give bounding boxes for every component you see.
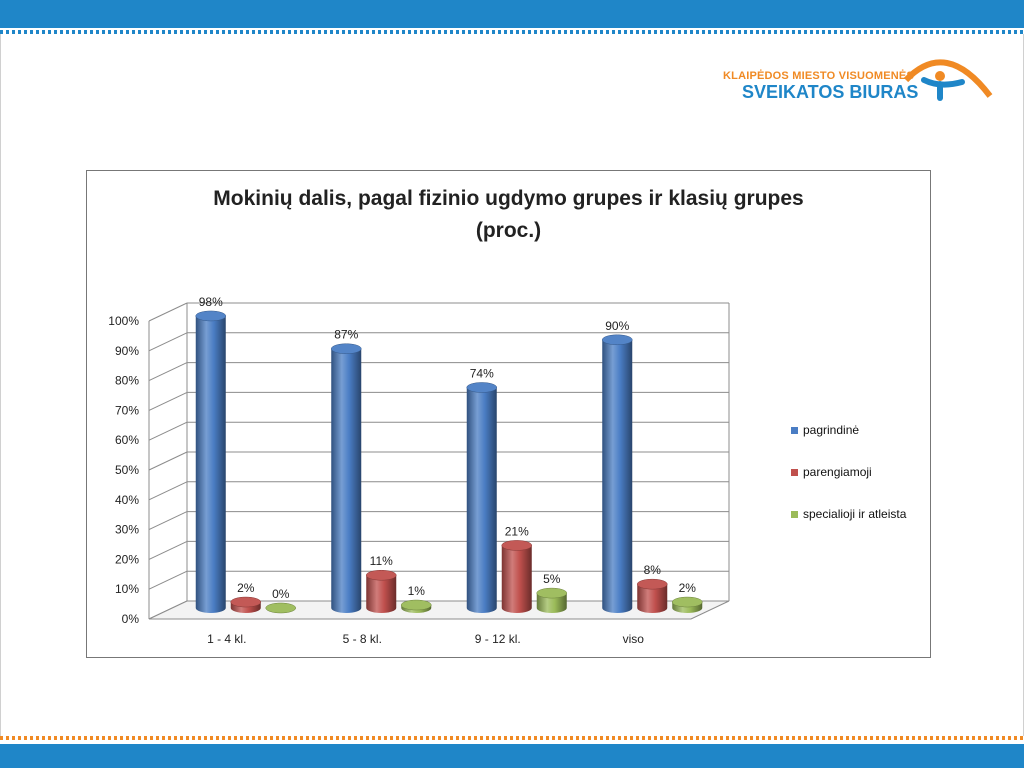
data-label: 21% — [505, 524, 529, 538]
data-label: 2% — [237, 581, 255, 595]
y-tick-label: 10% — [115, 582, 139, 596]
y-tick-label: 30% — [115, 523, 139, 537]
bar-top — [672, 596, 703, 608]
bar-body — [637, 584, 668, 613]
y-tick-label: 20% — [115, 552, 139, 566]
x-tick-label: 5 - 8 kl. — [343, 632, 382, 646]
legend-label: parengiamoji — [803, 465, 872, 479]
legend-label: pagrindinė — [803, 423, 860, 437]
logo-figure-icon — [903, 59, 993, 101]
bar-top — [331, 343, 362, 354]
gridline-depth — [148, 391, 188, 411]
gridline-depth — [148, 302, 188, 322]
legend-item-specialioji: specialioji ir atleista — [791, 507, 906, 521]
bar-body — [331, 348, 362, 613]
y-tick-label: 80% — [115, 374, 139, 388]
data-label: 11% — [370, 554, 393, 568]
data-label: 5% — [543, 572, 561, 586]
bar-top — [466, 382, 497, 393]
bar-top — [265, 602, 296, 614]
bottom-band — [0, 744, 1024, 768]
chart-container: Mokinių dalis, pagal fizinio ugdymo grup… — [86, 170, 931, 658]
legend-swatch — [791, 511, 798, 519]
x-tick-label: 9 - 12 kl. — [475, 632, 521, 646]
bar-top — [401, 599, 432, 611]
data-label: 8% — [644, 563, 662, 577]
gridline-depth — [148, 362, 188, 382]
y-tick-label: 100% — [108, 314, 139, 328]
y-tick-label: 40% — [115, 493, 139, 507]
bar-body — [195, 315, 226, 613]
data-label: 90% — [605, 319, 629, 333]
x-tick-label: viso — [623, 632, 645, 646]
bar-body — [466, 387, 497, 613]
gridline-depth — [148, 540, 188, 560]
chart-title: Mokinių dalis, pagal fizinio ugdymo grup… — [213, 187, 804, 242]
logo: KLAIPĖDOS MIESTO VISUOMENĖS SVEIKATOS BI… — [720, 50, 1000, 106]
data-label: 98% — [199, 295, 223, 309]
y-tick-label: 70% — [115, 403, 139, 417]
y-tick-label: 60% — [115, 433, 139, 447]
left-border-line — [0, 34, 1, 736]
data-label: 74% — [470, 366, 494, 380]
gridline-depth — [148, 421, 188, 441]
bar-top — [195, 310, 226, 322]
bottom-dotted-line — [0, 736, 1024, 740]
gridline-depth — [148, 481, 188, 501]
legend-item-pagrindine: pagrindinė — [791, 423, 859, 437]
top-dotted-line — [0, 30, 1024, 34]
y-tick-label: 50% — [115, 463, 139, 477]
x-tick-label: 1 - 4 kl. — [207, 632, 246, 646]
gridline-depth — [148, 570, 188, 590]
legend-swatch — [791, 427, 798, 435]
data-label: 0% — [272, 587, 290, 601]
bar-top — [230, 596, 261, 608]
bar-top — [637, 578, 668, 590]
bar-body — [501, 545, 532, 613]
legend-label: specialioji ir atleista — [803, 507, 907, 521]
data-label: 1% — [408, 584, 426, 598]
gridline-depth — [148, 332, 188, 352]
bar-top — [501, 540, 532, 551]
data-label: 2% — [679, 581, 697, 595]
bar-top — [602, 334, 633, 346]
logo-line-2: SVEIKATOS BIURAS — [742, 82, 919, 102]
gridline-depth — [148, 451, 188, 471]
data-label: 87% — [334, 328, 358, 342]
bar-body — [536, 593, 567, 613]
legend-swatch — [791, 469, 798, 477]
logo-line-1: KLAIPĖDOS MIESTO VISUOMENĖS — [723, 70, 915, 82]
top-band — [0, 0, 1024, 28]
bar-top — [366, 569, 397, 581]
bar-body — [366, 575, 397, 613]
y-tick-label: 90% — [115, 344, 139, 358]
gridline-depth — [148, 511, 188, 531]
legend-item-parengiamoji: parengiamoji — [791, 465, 872, 479]
chart-plot: 0% 10% 20% 30% 40% 50% 60% 70% 80% 90% 100% 98% 2% 0%… — [108, 295, 730, 646]
bar-top — [536, 587, 567, 599]
y-tick-label: 0% — [122, 612, 140, 626]
bar-body — [602, 339, 633, 613]
